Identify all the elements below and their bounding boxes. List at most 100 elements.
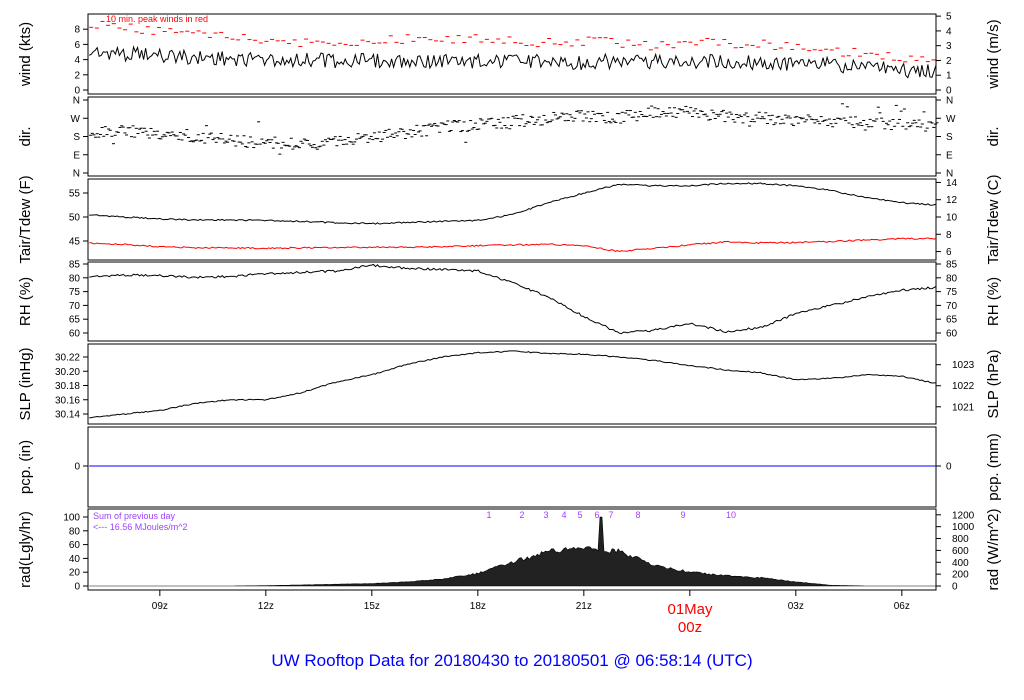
rad-ytick-label-right: 600	[952, 546, 969, 557]
dir-ytick-label: N	[73, 169, 80, 180]
wind-ytick-label: 6	[74, 40, 80, 51]
temp-ytick-label: 45	[69, 237, 81, 248]
rad-ytick-label-right: 800	[952, 534, 969, 545]
rad-hour-mark: 8	[635, 510, 640, 520]
temp-panel-frame	[87, 178, 937, 261]
rad-ytick-label-right: 1200	[952, 510, 975, 521]
rh-ylabel: RH (%)	[17, 277, 34, 326]
rh-ytick-label: 65	[69, 315, 81, 326]
rad-hour-mark: 1	[486, 510, 491, 520]
dir-ytick-label: S	[73, 132, 80, 143]
x-tick-label: 18z	[470, 601, 486, 612]
pcp-panel-frame	[87, 426, 937, 508]
slp-slp-line	[89, 350, 936, 419]
temp-tair-line	[89, 182, 937, 225]
temp-ytick-label: 55	[69, 189, 81, 200]
temp-ytick-label-right: 8	[946, 230, 952, 241]
rh-ytick-label: 60	[69, 329, 81, 340]
rh-ytick-label-right: 85	[946, 260, 958, 271]
pcp-ytick-label-right: 0	[946, 462, 952, 473]
rh-ytick-label: 85	[69, 260, 81, 271]
chart-title: UW Rooftop Data for 20180430 to 20180501…	[271, 651, 752, 670]
slp-ylabel-right: SLP (hPa)	[985, 350, 1002, 419]
rad-ytick-label: 40	[69, 554, 81, 565]
dir-ytick-label-right: N	[946, 96, 953, 107]
wind-ytick-label-right: 2	[946, 56, 952, 67]
temp-ytick-label-right: 6	[946, 247, 952, 258]
rad-ytick-label-right: 200	[952, 570, 969, 581]
date-time-label: 00z	[678, 619, 702, 636]
dir-ytick-label-right: S	[946, 132, 953, 143]
temp-ytick-label-right: 14	[946, 178, 958, 189]
rad-area	[89, 516, 938, 587]
pcp-ylabel: pcp. (in)	[17, 440, 34, 494]
wind-ytick-label-right: 0	[946, 86, 952, 97]
rh-ytick-label: 80	[69, 273, 81, 284]
rad-hour-mark: 4	[561, 510, 566, 520]
rh-ytick-label-right: 65	[946, 315, 958, 326]
rad-ytick-label: 100	[63, 513, 80, 524]
temp-ylabel-right: Tair/Tdew (C)	[985, 174, 1002, 264]
rad-hour-mark: 10	[726, 510, 736, 520]
slp-ytick-label: 30.20	[55, 367, 80, 378]
wind-ylabel: wind (kts)	[17, 22, 34, 87]
wind-panel-frame	[87, 13, 937, 95]
slp-ytick-label-right: 1022	[952, 381, 975, 392]
rh-ytick-label-right: 75	[946, 287, 958, 298]
rad-note-1: Sum of previous day	[93, 511, 176, 521]
rad-ytick-label: 0	[74, 582, 80, 593]
rad-ytick-label: 20	[69, 568, 81, 579]
rh-ytick-label-right: 70	[946, 301, 958, 312]
slp-ytick-label-right: 1021	[952, 402, 975, 413]
wind-ytick-label-right: 5	[946, 12, 952, 23]
x-tick-label: 21z	[576, 601, 592, 612]
slp-ytick-label: 30.18	[55, 381, 80, 392]
dir-ytick-label: W	[71, 114, 81, 125]
dir-ytick-label: N	[73, 96, 80, 107]
wind-ylabel-right: wind (m/s)	[985, 19, 1002, 89]
rad-ytick-label: 80	[69, 526, 81, 537]
slp-ytick-label: 30.14	[55, 410, 80, 421]
rad-panel-frame	[87, 508, 937, 591]
rad-hour-mark: 7	[608, 510, 613, 520]
rh-ytick-label-right: 80	[946, 273, 958, 284]
rad-hour-mark: 3	[543, 510, 548, 520]
x-tick-label: 03z	[788, 601, 804, 612]
wind-ytick-label-right: 1	[946, 71, 952, 82]
slp-ytick-label: 30.16	[55, 395, 80, 406]
wind-ytick-label-right: 4	[946, 26, 952, 37]
rad-ytick-label-right: 1000	[952, 522, 975, 533]
rh-ytick-label: 70	[69, 301, 81, 312]
rad-hour-mark: 9	[680, 510, 685, 520]
rad-hour-mark: 5	[577, 510, 582, 520]
x-tick-label: 12z	[258, 601, 274, 612]
rh-panel-frame	[87, 261, 937, 342]
slp-ylabel: SLP (inHg)	[17, 347, 34, 420]
wind-ytick-label-right: 3	[946, 41, 952, 52]
dir-ytick-label-right: W	[946, 114, 956, 125]
dir-ytick-label: E	[73, 150, 80, 161]
rad-ytick-label-right: 0	[952, 582, 958, 593]
rh-ytick-label-right: 60	[946, 329, 958, 340]
rh-ytick-label: 75	[69, 287, 81, 298]
slp-ytick-label: 30.22	[55, 353, 80, 364]
dir-ytick-label-right: N	[946, 169, 953, 180]
temp-tdew-line	[89, 237, 937, 253]
dir-ytick-label-right: E	[946, 150, 953, 161]
temp-ytick-label-right: 10	[946, 213, 958, 224]
dir-ylabel: dir.	[17, 126, 34, 146]
temp-ylabel: Tair/Tdew (F)	[17, 175, 34, 263]
x-tick-label: 06z	[894, 601, 910, 612]
wind-ytick-label: 8	[74, 25, 80, 36]
rad-ytick-label-right: 400	[952, 558, 969, 569]
slp-ytick-label-right: 1023	[952, 360, 975, 371]
pcp-ylabel-right: pcp. (mm)	[985, 433, 1002, 501]
slp-panel-frame	[87, 343, 937, 425]
x-tick-label: 15z	[364, 601, 380, 612]
rh-ylabel-right: RH (%)	[985, 277, 1002, 326]
wind-mean-line	[88, 45, 937, 79]
wind-ytick-label: 0	[74, 86, 80, 97]
dir-ylabel-right: dir.	[985, 126, 1002, 146]
wind-ytick-label: 2	[74, 70, 80, 81]
